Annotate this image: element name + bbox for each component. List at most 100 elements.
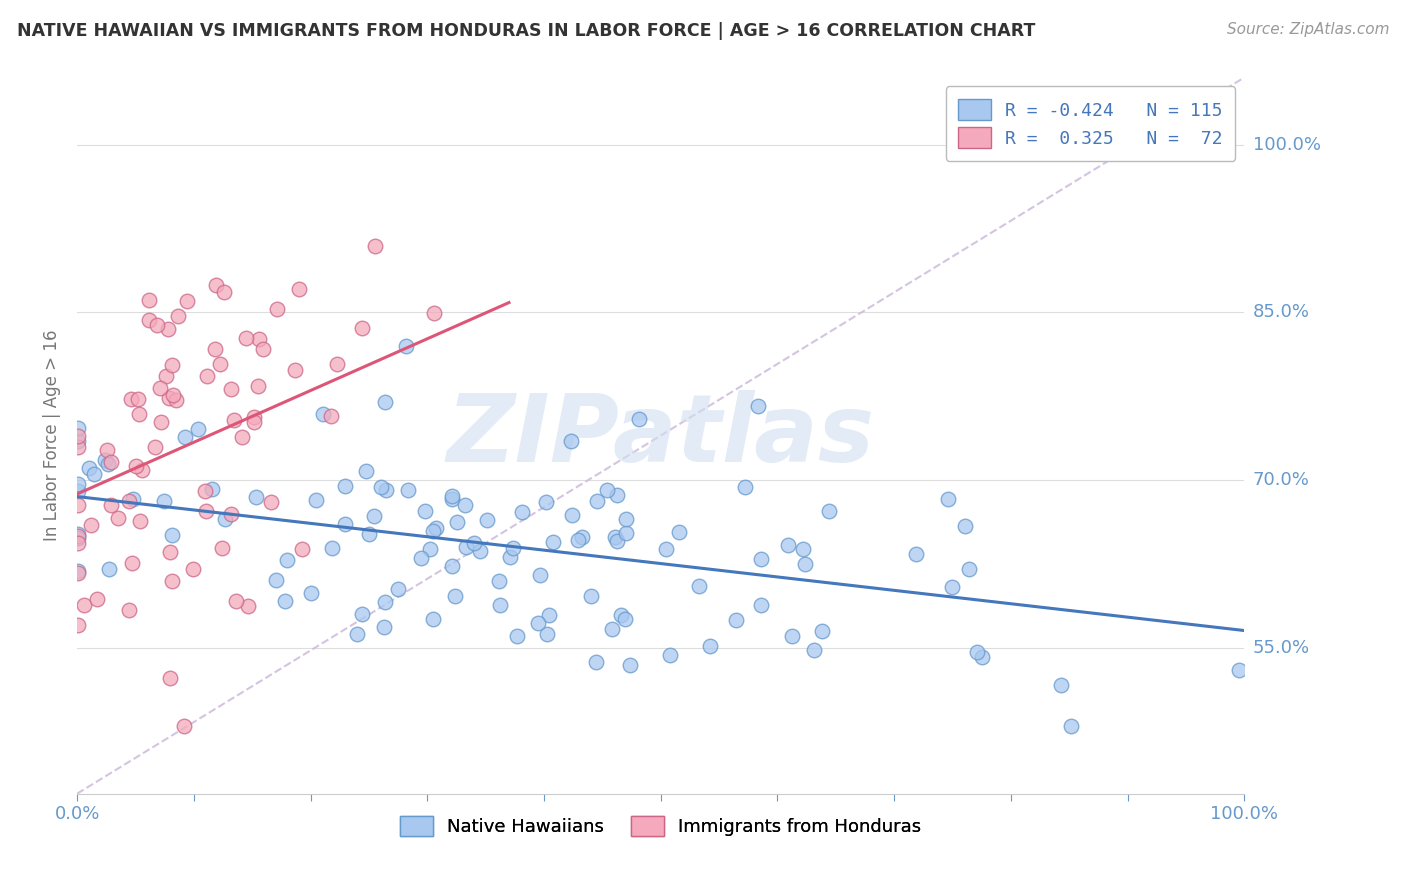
Point: [149, 415, 172, 429]
Text: 85.0%: 85.0%: [1253, 303, 1310, 321]
Point: [747, 399, 769, 413]
Point: [1050, 678, 1073, 692]
Point: [194, 483, 217, 498]
Point: [176, 294, 198, 309]
Point: [276, 553, 298, 567]
Text: 55.0%: 55.0%: [1253, 640, 1310, 657]
Point: [146, 318, 169, 333]
Point: [77, 461, 100, 475]
Point: [510, 505, 533, 519]
Point: [195, 368, 218, 383]
Point: [425, 521, 447, 535]
Text: NATIVE HAWAIIAN VS IMMIGRANTS FROM HONDURAS IN LABOR FORCE | AGE > 16 CORRELATIO: NATIVE HAWAIIAN VS IMMIGRANTS FROM HONDU…: [17, 22, 1035, 40]
Point: [219, 507, 242, 521]
Point: [97, 457, 120, 471]
Point: [581, 589, 603, 603]
Point: [67, 421, 90, 435]
Point: [219, 382, 242, 396]
Point: [409, 550, 432, 565]
Point: [305, 493, 328, 508]
Point: [441, 559, 464, 574]
Point: [596, 483, 619, 498]
Point: [446, 516, 468, 530]
Point: [419, 541, 441, 556]
Point: [246, 378, 269, 392]
Point: [121, 556, 143, 570]
Point: [668, 525, 690, 540]
Point: [502, 541, 524, 556]
Point: [453, 498, 475, 512]
Point: [122, 492, 145, 507]
Point: [67, 441, 90, 455]
Point: [350, 607, 373, 622]
Point: [131, 463, 153, 477]
Point: [264, 573, 287, 587]
Point: [422, 524, 444, 538]
Point: [585, 655, 607, 669]
Legend: Native Hawaiians, Immigrants from Honduras: Native Hawaiians, Immigrants from Hondur…: [388, 803, 934, 849]
Point: [187, 422, 209, 436]
Point: [423, 306, 446, 320]
Point: [167, 309, 190, 323]
Point: [159, 672, 181, 686]
Point: [67, 498, 90, 512]
Point: [749, 599, 772, 613]
Point: [173, 430, 195, 444]
Point: [67, 434, 90, 448]
Point: [319, 409, 342, 424]
Point: [567, 533, 589, 548]
Point: [654, 541, 676, 556]
Point: [231, 429, 253, 443]
Point: [97, 562, 120, 576]
Point: [529, 568, 551, 582]
Point: [734, 481, 756, 495]
Point: [606, 488, 628, 502]
Point: [725, 613, 748, 627]
Point: [441, 491, 464, 506]
Point: [463, 536, 485, 550]
Point: [284, 363, 307, 377]
Point: [67, 566, 90, 581]
Text: 70.0%: 70.0%: [1253, 471, 1309, 490]
Point: [395, 339, 418, 353]
Point: [659, 648, 682, 662]
Point: [488, 598, 510, 612]
Point: [782, 629, 804, 643]
Point: [354, 464, 377, 478]
Point: [149, 381, 172, 395]
Point: [321, 541, 343, 555]
Point: [67, 529, 90, 543]
Point: [803, 643, 825, 657]
Point: [153, 494, 176, 508]
Point: [536, 627, 558, 641]
Point: [941, 580, 963, 594]
Point: [359, 527, 381, 541]
Point: [506, 629, 529, 643]
Point: [794, 558, 817, 572]
Point: [159, 545, 181, 559]
Point: [534, 495, 557, 509]
Point: [613, 612, 636, 626]
Point: [94, 453, 117, 467]
Point: [614, 526, 637, 541]
Text: 100.0%: 100.0%: [1253, 136, 1320, 153]
Point: [441, 490, 464, 504]
Point: [561, 508, 583, 522]
Point: [243, 409, 266, 424]
Point: [67, 483, 90, 498]
Point: [299, 586, 322, 600]
Point: [699, 639, 721, 653]
Point: [333, 479, 356, 493]
Point: [266, 301, 288, 316]
Point: [374, 394, 396, 409]
Point: [157, 391, 180, 405]
Point: [204, 343, 226, 357]
Point: [364, 239, 387, 253]
Point: [560, 434, 582, 448]
Point: [138, 313, 160, 327]
Point: [160, 527, 183, 541]
Point: [143, 441, 166, 455]
Point: [413, 504, 436, 518]
Point: [970, 649, 993, 664]
Point: [83, 467, 105, 482]
